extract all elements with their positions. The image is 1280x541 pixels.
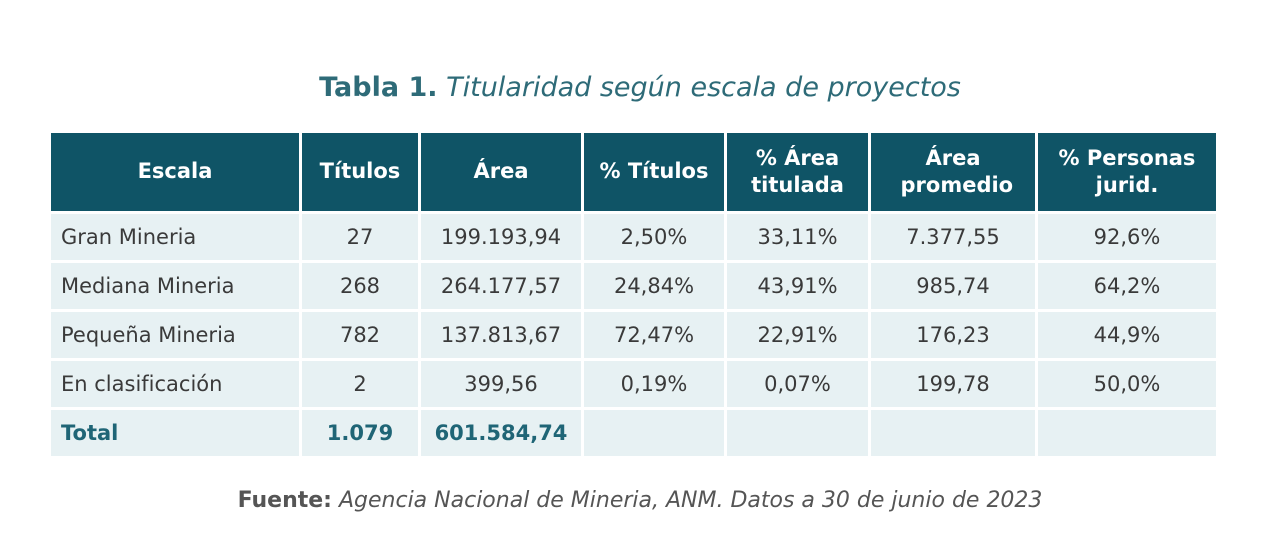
title-label: Tabla 1. <box>319 72 438 103</box>
table-cell: En clasificación <box>51 361 299 407</box>
empty-cell <box>871 410 1035 456</box>
source-label: Fuente: <box>237 488 332 513</box>
table-cell: 268 <box>302 263 418 309</box>
column-header-text: Títulos <box>319 159 401 184</box>
table-cell: 782 <box>302 312 418 358</box>
column-header-text: Área <box>473 159 529 184</box>
column-header-text: Escala <box>137 159 213 184</box>
table-cell: Mediana Mineria <box>51 263 299 309</box>
table-cell: 33,11% <box>727 214 868 260</box>
column-header-text: % Área titulada <box>751 145 844 197</box>
column-header: Área <box>421 133 581 211</box>
column-header: Área promedio <box>871 133 1035 211</box>
source-text: Agencia Nacional de Mineria, ANM. Datos … <box>338 488 1043 513</box>
table-cell: 2 <box>302 361 418 407</box>
empty-cell <box>584 410 724 456</box>
table-cell: 0,19% <box>584 361 724 407</box>
column-header-text: % Títulos <box>599 159 709 184</box>
empty-cell <box>1038 410 1216 456</box>
data-table: Escala Títulos Área % Títulos % Área titulad… <box>48 130 1219 459</box>
column-header: % Títulos <box>584 133 724 211</box>
table-cell: 137.813,67 <box>421 312 581 358</box>
total-cell: Total <box>51 410 299 456</box>
header-row: Escala Títulos Área % Títulos % Área titulad… <box>51 133 1216 211</box>
table-cell: 50,0% <box>1038 361 1216 407</box>
column-header-text: Área promedio <box>900 145 1014 197</box>
column-header: Escala <box>51 133 299 211</box>
column-header: % Personas jurid. <box>1038 133 1216 211</box>
table-row: Gran Mineria 27 199.193,94 2,50% 33,11% 7.377… <box>51 214 1216 260</box>
column-header: % Área titulada <box>727 133 868 211</box>
column-header-text: % Personas jurid. <box>1058 145 1196 197</box>
table-cell: 27 <box>302 214 418 260</box>
empty-cell <box>727 410 868 456</box>
table-cell: 43,91% <box>727 263 868 309</box>
table-row: Pequeña Mineria 782 137.813,67 72,47% 22,91%… <box>51 312 1216 358</box>
table-cell: 2,50% <box>584 214 724 260</box>
table-cell: 199,78 <box>871 361 1035 407</box>
table-cell: 264.177,57 <box>421 263 581 309</box>
table-cell: 72,47% <box>584 312 724 358</box>
source-note: Fuente: Agencia Nacional de Mineria, ANM… <box>0 488 1280 513</box>
table-cell: 7.377,55 <box>871 214 1035 260</box>
table-cell: 399,56 <box>421 361 581 407</box>
table-title: Tabla 1. Titularidad según escala de pro… <box>0 72 1280 103</box>
table-cell: 22,91% <box>727 312 868 358</box>
table-cell: 199.193,94 <box>421 214 581 260</box>
table-cell: 44,9% <box>1038 312 1216 358</box>
total-cell: 1.079 <box>302 410 418 456</box>
table-row: Mediana Mineria 268 264.177,57 24,84% 43,91%… <box>51 263 1216 309</box>
table-row: En clasificación 2 399,56 0,19% 0,07% 199,78 5… <box>51 361 1216 407</box>
table-cell: 24,84% <box>584 263 724 309</box>
table-cell: Gran Mineria <box>51 214 299 260</box>
title-text: Titularidad según escala de proyectos <box>446 72 961 103</box>
table-cell: 92,6% <box>1038 214 1216 260</box>
table-cell: Pequeña Mineria <box>51 312 299 358</box>
column-header: Títulos <box>302 133 418 211</box>
table-cell: 176,23 <box>871 312 1035 358</box>
table-cell: 64,2% <box>1038 263 1216 309</box>
table-cell: 0,07% <box>727 361 868 407</box>
table-cell: 985,74 <box>871 263 1035 309</box>
total-row: Total 1.079 601.584,74 <box>51 410 1216 456</box>
total-cell: 601.584,74 <box>421 410 581 456</box>
